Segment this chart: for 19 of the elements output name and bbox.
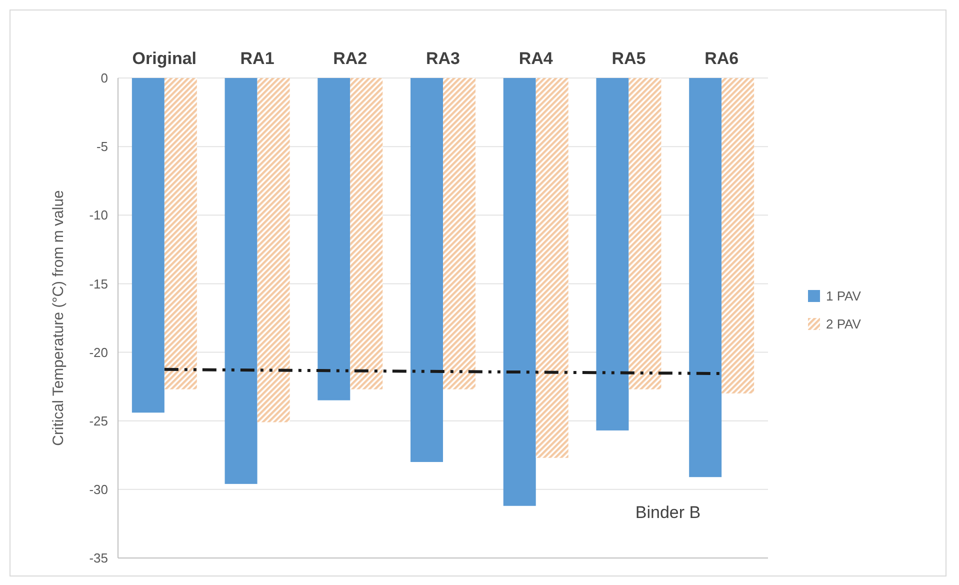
y-tick-label: -5 bbox=[96, 139, 108, 154]
annotation: Binder B bbox=[635, 503, 701, 522]
y-tick-label: -15 bbox=[89, 276, 108, 292]
x-tick-label: RA1 bbox=[240, 49, 274, 68]
x-tick-label: RA2 bbox=[333, 49, 368, 68]
x-tick-label: RA5 bbox=[612, 49, 646, 68]
x-tick-label: RA4 bbox=[518, 49, 554, 68]
y-tick-label: 0 bbox=[100, 70, 108, 86]
y-tick-label: -10 bbox=[89, 208, 108, 223]
y-tick-label: -20 bbox=[89, 344, 108, 360]
x-tick-label: RA3 bbox=[426, 49, 460, 68]
y-tick-label: -25 bbox=[89, 413, 108, 428]
y-tick-label: -35 bbox=[89, 550, 108, 566]
y-tick-label: -30 bbox=[89, 482, 108, 497]
legend-label: 2 PAV bbox=[826, 316, 862, 332]
legend-label: 1 PAV bbox=[826, 288, 862, 304]
x-tick-label: RA6 bbox=[704, 49, 739, 68]
y-axis-title: Critical Temperature (°C) from m value bbox=[50, 190, 67, 446]
x-tick-label: Original bbox=[132, 49, 197, 68]
